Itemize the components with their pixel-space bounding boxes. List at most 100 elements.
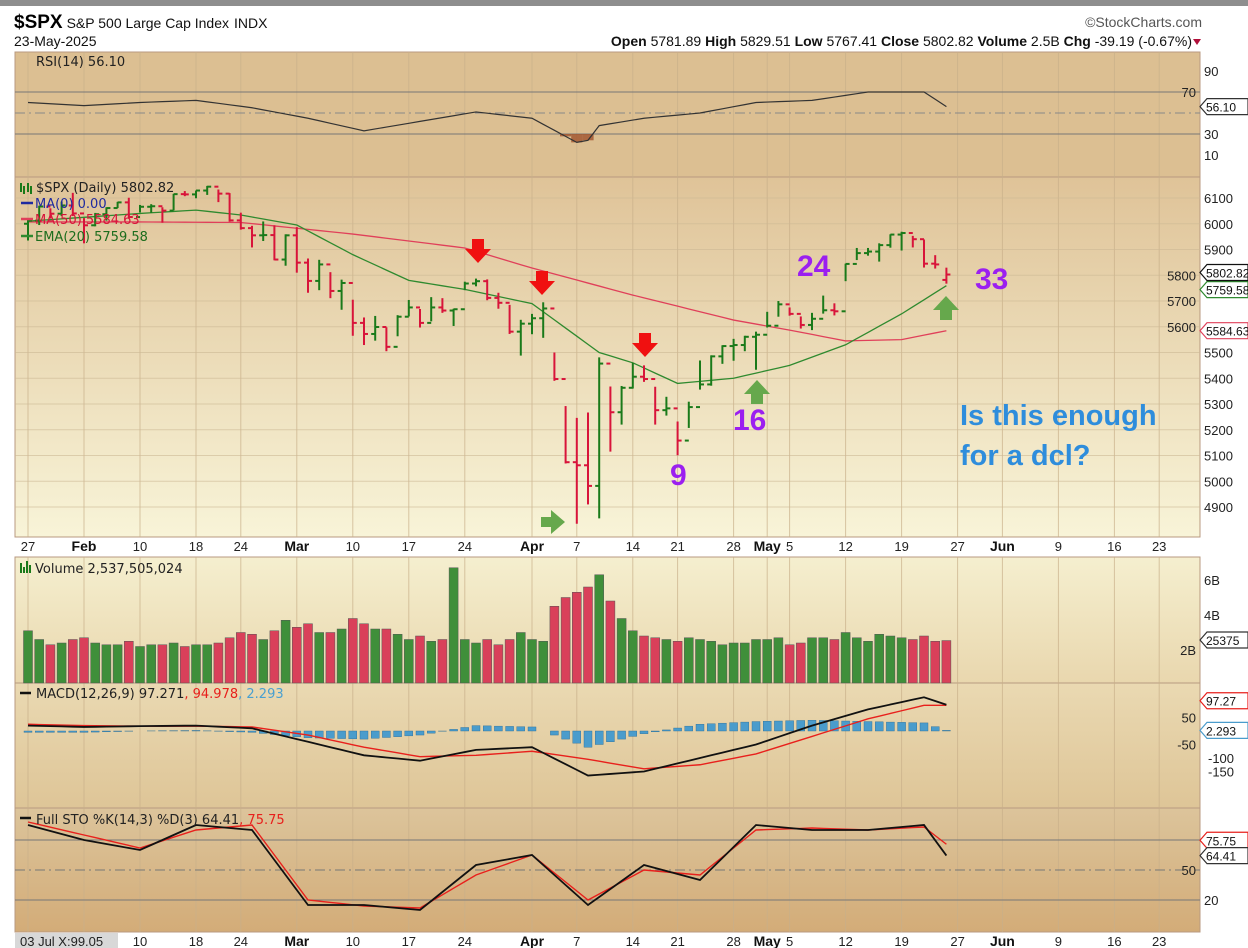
macd-histogram-bar bbox=[718, 722, 727, 732]
price-bar bbox=[752, 331, 760, 370]
macd-histogram-bar bbox=[931, 726, 940, 732]
sto-k-value-tag-box bbox=[1199, 846, 1248, 865]
x-tick-label: 17 bbox=[402, 539, 416, 554]
price-bar bbox=[80, 212, 88, 244]
price-bar bbox=[819, 295, 828, 320]
price-bar bbox=[259, 221, 268, 242]
price-bar bbox=[315, 259, 324, 291]
x-tick-label: 9 bbox=[1055, 934, 1062, 948]
volume-bar bbox=[829, 639, 840, 684]
price-bar bbox=[908, 232, 917, 248]
volume-tick-label: 2B bbox=[1180, 643, 1196, 658]
macd-histogram-bar bbox=[863, 721, 873, 732]
bars-icon bbox=[20, 183, 32, 194]
volume-bar bbox=[336, 628, 347, 684]
volume-bar bbox=[504, 639, 515, 684]
volume-bar bbox=[348, 618, 358, 684]
macd-histogram-bar bbox=[68, 730, 78, 733]
x-tick-label: 9 bbox=[1055, 539, 1062, 554]
volume-bar bbox=[583, 586, 593, 684]
price-legend: $SPX (Daily) 5802.82 bbox=[36, 181, 174, 196]
price-tick-label: 5000 bbox=[1204, 474, 1233, 489]
price-bar bbox=[718, 345, 727, 364]
price-bar bbox=[57, 201, 66, 217]
volume-bar bbox=[818, 637, 828, 684]
header-quote: Open 5781.89 High 5829.51 Low 5767.41 Cl… bbox=[611, 33, 1192, 49]
macd-histogram-bar bbox=[113, 730, 122, 732]
price-panel bbox=[14, 176, 1201, 538]
x-tick-label: Feb bbox=[72, 538, 97, 554]
sto-tick-label: 20 bbox=[1204, 893, 1218, 908]
volume-bar bbox=[941, 640, 952, 684]
macd-value-tag: 97.27 bbox=[1206, 695, 1236, 709]
down-triangle-icon bbox=[1193, 39, 1201, 45]
macd-histogram-bar bbox=[191, 730, 201, 732]
price-bar bbox=[203, 185, 212, 195]
x-tick-label: 16 bbox=[1107, 539, 1121, 554]
macd-tick-label: -150 bbox=[1208, 765, 1234, 780]
rsi-tick-label: 30 bbox=[1204, 127, 1218, 142]
price-bar bbox=[180, 191, 189, 197]
volume-bar bbox=[247, 634, 257, 684]
close-value-tag-box bbox=[1199, 263, 1248, 282]
macd-histogram-bar bbox=[57, 730, 66, 733]
volume-bar bbox=[538, 641, 548, 684]
volume-bar bbox=[482, 639, 492, 684]
volume-bar bbox=[359, 623, 369, 684]
x-tick-label: 7 bbox=[573, 934, 580, 948]
price-bar bbox=[740, 335, 749, 352]
volume-bar bbox=[807, 637, 817, 684]
x-tick-label: 28 bbox=[726, 539, 740, 554]
volume-bar bbox=[852, 637, 862, 684]
volume-tick-label: 4B bbox=[1204, 608, 1220, 623]
bottom-readout: 03 Jul X:99.05 bbox=[20, 934, 103, 948]
macd-hist-value-tag: 2.293 bbox=[1206, 724, 1236, 738]
macd-histogram-bar bbox=[505, 726, 514, 732]
price-bar bbox=[46, 205, 55, 219]
chart-marks bbox=[23, 91, 952, 911]
x-tick-label: 24 bbox=[458, 539, 472, 554]
price-bar bbox=[393, 315, 402, 348]
macd-histogram-bar bbox=[382, 730, 391, 738]
macd-histogram-bar bbox=[695, 724, 705, 732]
macd-histogram-bar bbox=[729, 722, 738, 732]
price-bar bbox=[796, 312, 805, 329]
price-bar bbox=[886, 233, 895, 248]
price-bar bbox=[673, 407, 682, 456]
volume-bar bbox=[616, 618, 627, 684]
sto-d-value-tag: 75.75 bbox=[1206, 834, 1236, 848]
price-bar bbox=[729, 338, 738, 361]
macd-histogram-bar bbox=[449, 729, 458, 732]
volume-bar bbox=[303, 623, 313, 684]
volume-bar bbox=[180, 646, 190, 684]
red-down-arrow-icon bbox=[465, 239, 491, 263]
macd-histogram-bar bbox=[595, 730, 604, 745]
brand-logo: ©StockCharts.com bbox=[1085, 14, 1202, 30]
x-tick-label: 10 bbox=[133, 934, 147, 948]
rsi-tick-label: 90 bbox=[1204, 64, 1218, 79]
macd-histogram-bar bbox=[371, 730, 380, 739]
volume-bar bbox=[34, 639, 44, 684]
price-tick-label: 6100 bbox=[1204, 191, 1233, 206]
x-tick-label: 16 bbox=[1107, 934, 1121, 948]
volume-value-tag-box bbox=[1199, 631, 1248, 649]
red-down-arrow-icon bbox=[632, 333, 658, 357]
volume-bar bbox=[112, 644, 123, 684]
volume-bar bbox=[796, 642, 806, 684]
price-bar bbox=[427, 297, 436, 324]
price-bar bbox=[304, 258, 312, 293]
price-bar bbox=[102, 207, 111, 221]
price-bar bbox=[528, 313, 536, 335]
price-bar bbox=[931, 255, 940, 269]
macd-histogram-bar bbox=[628, 730, 637, 737]
sto-k-value-tag: 64.41 bbox=[1206, 850, 1236, 864]
macd-histogram-bar bbox=[337, 730, 346, 739]
volume-bar bbox=[863, 641, 873, 684]
volume-bar bbox=[124, 641, 134, 684]
volume-icon bbox=[20, 561, 31, 573]
price-bar bbox=[449, 308, 458, 326]
price-bar bbox=[371, 315, 380, 341]
x-tick-label: 23 bbox=[1152, 539, 1166, 554]
price-bar bbox=[91, 212, 100, 227]
price-tick-label: 6000 bbox=[1204, 217, 1233, 232]
